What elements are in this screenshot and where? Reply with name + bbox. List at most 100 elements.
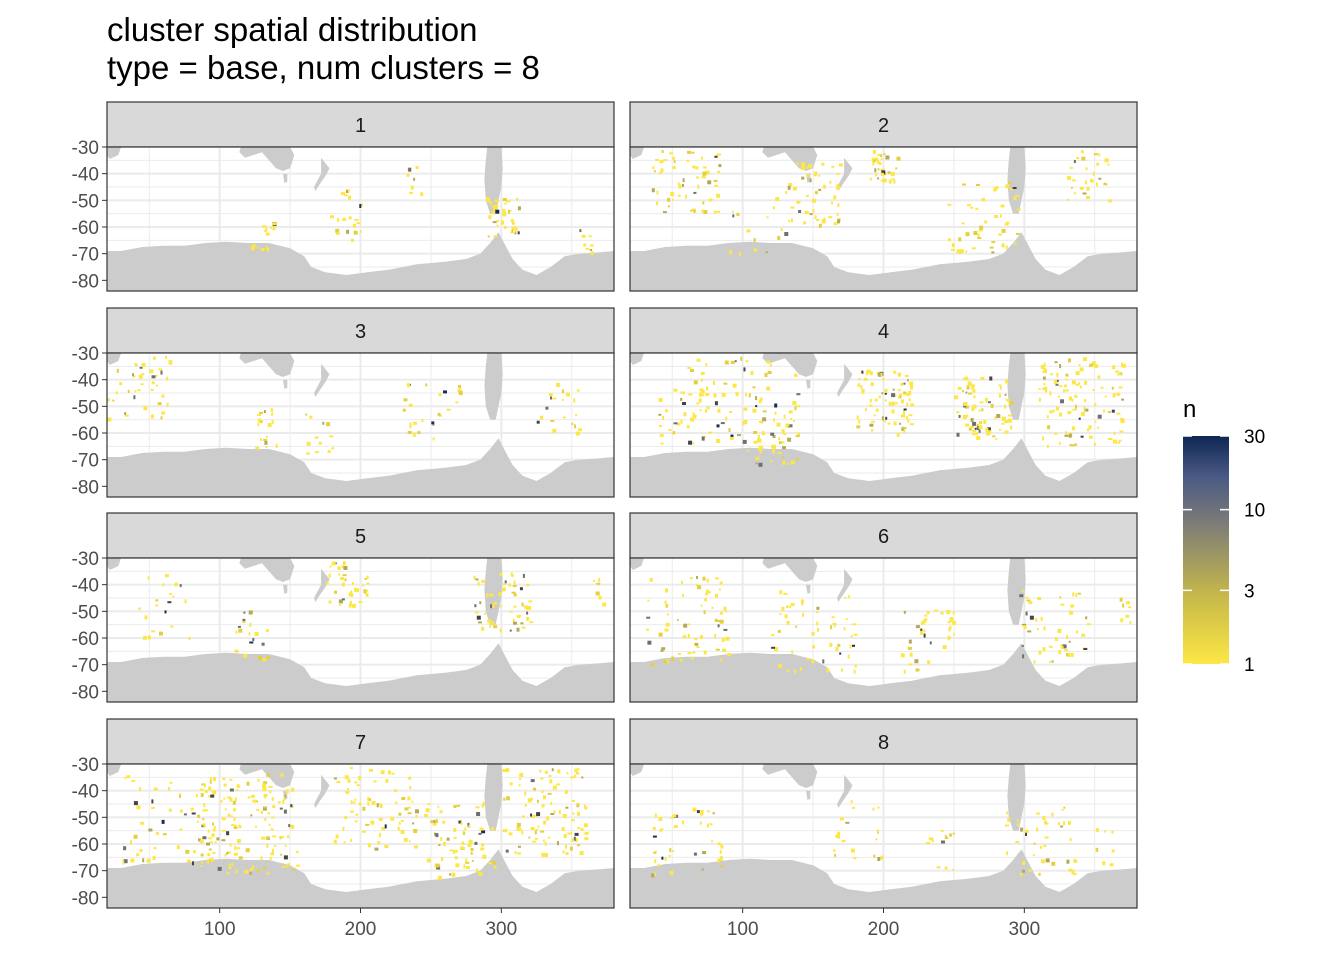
data-cell xyxy=(714,401,718,406)
data-cell xyxy=(1080,150,1084,154)
data-cell xyxy=(1015,195,1020,197)
data-cell xyxy=(700,809,704,814)
data-cell xyxy=(169,781,173,784)
data-cell xyxy=(261,836,266,840)
data-cell xyxy=(1054,361,1058,364)
y-tick-label: -80 xyxy=(72,271,99,292)
data-cell xyxy=(729,411,733,413)
data-cell xyxy=(346,189,350,194)
data-cell xyxy=(202,818,205,821)
data-cell xyxy=(1089,363,1094,367)
data-cell xyxy=(147,576,150,580)
data-cell xyxy=(745,393,747,397)
data-cell xyxy=(966,414,969,418)
data-cell xyxy=(877,372,882,377)
data-cell xyxy=(417,431,421,435)
data-cell xyxy=(985,400,988,403)
data-cell xyxy=(758,400,762,404)
data-cell xyxy=(972,404,977,409)
data-cell xyxy=(700,812,704,816)
data-cell xyxy=(179,828,183,831)
data-cell xyxy=(333,839,337,844)
data-cell xyxy=(692,414,697,419)
data-cell xyxy=(792,186,797,191)
data-cell xyxy=(533,787,536,791)
data-cell xyxy=(489,624,492,628)
data-cell xyxy=(663,159,668,162)
data-cell xyxy=(700,635,703,640)
data-cell xyxy=(772,435,776,438)
data-cell xyxy=(264,229,267,232)
data-cell xyxy=(696,402,700,405)
data-cell xyxy=(207,837,212,840)
data-cell xyxy=(1093,153,1098,156)
data-cell xyxy=(161,819,165,824)
data-cell xyxy=(517,206,521,211)
data-cell xyxy=(544,853,548,857)
data-cell xyxy=(703,210,708,215)
data-cell xyxy=(496,220,500,222)
data-cell xyxy=(1006,851,1009,856)
data-cell xyxy=(1013,242,1017,245)
data-cell xyxy=(696,358,701,362)
data-cell xyxy=(833,195,837,200)
data-cell xyxy=(206,859,210,862)
data-cell xyxy=(892,388,895,391)
data-cell xyxy=(769,363,772,367)
data-cell xyxy=(788,425,791,428)
data-cell xyxy=(972,430,977,433)
data-cell xyxy=(513,621,517,625)
data-cell xyxy=(696,646,700,648)
data-cell xyxy=(209,780,212,784)
data-cell xyxy=(1004,824,1009,827)
data-cell xyxy=(743,367,746,372)
data-cell xyxy=(854,664,857,668)
data-cell xyxy=(227,813,231,817)
data-cell xyxy=(799,666,802,671)
data-cell xyxy=(248,632,251,636)
data-cell xyxy=(895,402,898,405)
data-cell xyxy=(721,392,726,397)
data-cell xyxy=(513,580,516,585)
data-cell xyxy=(352,603,356,608)
data-cell xyxy=(976,426,980,430)
data-cell xyxy=(882,178,887,183)
data-cell xyxy=(718,588,721,591)
data-cell xyxy=(669,848,672,853)
facet-panel-3: 3-30-40-50-60-70-80 xyxy=(72,307,615,498)
data-cell xyxy=(593,579,595,582)
data-cell xyxy=(576,771,579,775)
data-cell xyxy=(656,190,659,195)
data-cell xyxy=(390,816,395,821)
data-cell xyxy=(1058,822,1060,826)
data-cell xyxy=(717,858,721,863)
data-cell xyxy=(266,872,270,875)
data-cell xyxy=(260,856,263,861)
data-cell xyxy=(190,807,194,811)
y-tick-label: -50 xyxy=(72,808,99,829)
data-cell xyxy=(1004,404,1007,409)
data-cell xyxy=(167,601,172,604)
antarctica-landmass xyxy=(107,232,614,291)
data-cell xyxy=(964,376,968,380)
y-tick-label: -40 xyxy=(72,576,99,597)
data-cell xyxy=(346,229,350,234)
data-cell xyxy=(255,446,260,450)
data-cell xyxy=(502,769,507,772)
data-cell xyxy=(598,595,602,600)
data-cell xyxy=(978,409,981,412)
data-cell xyxy=(228,863,231,867)
data-cell xyxy=(1066,652,1071,657)
data-cell xyxy=(781,456,784,459)
data-cell xyxy=(322,421,325,425)
data-cell xyxy=(794,406,797,411)
data-cell xyxy=(856,415,859,420)
data-cell xyxy=(1039,845,1042,849)
data-cell xyxy=(661,150,664,153)
data-cell xyxy=(257,423,260,427)
data-cell xyxy=(1046,415,1049,419)
data-cell xyxy=(1072,592,1075,597)
data-cell xyxy=(1097,375,1101,379)
data-cell xyxy=(1092,171,1095,176)
x-tick-label: 200 xyxy=(868,919,900,940)
